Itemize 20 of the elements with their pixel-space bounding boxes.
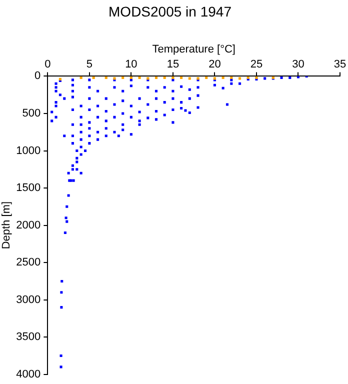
y-tick-label: 3000 (16, 294, 41, 306)
x-tick-label: 0 (44, 58, 51, 71)
y-tick-label: 1500 (16, 182, 41, 194)
x-tick-label: 20 (208, 58, 221, 71)
x-axis-title: Temperature [°C] (152, 43, 236, 56)
x-tick-label: 15 (166, 58, 180, 71)
y-tick-label: 0 (34, 70, 41, 82)
x-tick-label: 10 (125, 58, 138, 71)
y-tick-label: 1000 (16, 144, 41, 157)
x-tick-label: 35 (334, 58, 346, 71)
y-tick-label: 2000 (16, 219, 41, 232)
y-axis-title: Depth [m] (0, 201, 13, 250)
y-tick-label: 4000 (16, 368, 41, 380)
y-tick-label: 2500 (16, 256, 41, 269)
x-tick-label: 5 (86, 58, 92, 71)
chart-title: MODS2005 in 1947 (108, 3, 232, 20)
y-tick-label: 500 (22, 108, 41, 120)
x-tick-label: 30 (292, 58, 304, 71)
x-tick-label: 25 (250, 58, 263, 71)
y-tick-label: 3500 (16, 331, 41, 344)
